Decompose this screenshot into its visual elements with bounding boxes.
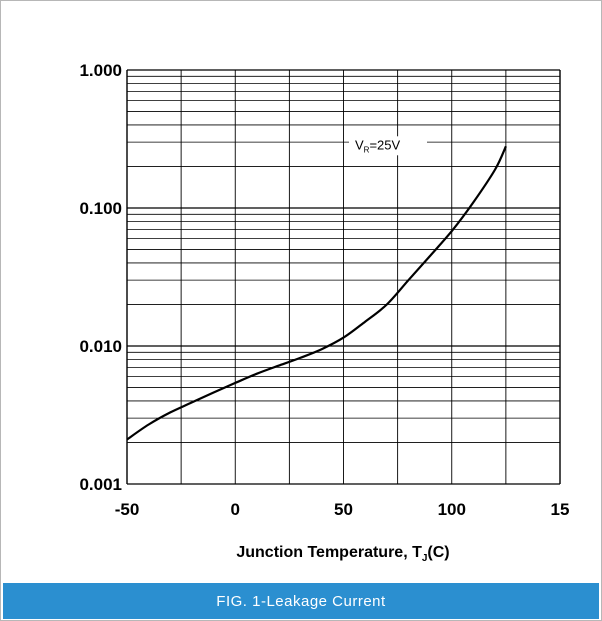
x-tick-label: 100: [438, 500, 466, 519]
annotation-suffix: =25V: [369, 137, 400, 152]
y-tick-label: 0.100: [79, 199, 122, 218]
annotation-subscript: R: [364, 145, 370, 154]
annotation-background: [349, 136, 427, 156]
annotation-main: V: [355, 137, 364, 152]
x-tick-label: 15: [551, 500, 570, 519]
chart-area: 1.000 0.100 0.010 0.001 -50 0 50 100 15 VR=25V …: [79, 61, 570, 564]
x-label-suffix: (C): [427, 544, 449, 561]
x-label-main: Junction Temperature, T: [236, 544, 422, 561]
y-tick-label: 0.010: [79, 337, 122, 356]
x-label-subscript: J: [422, 553, 428, 564]
x-tick-label: 50: [334, 500, 353, 519]
y-tick-labels: 1.000 0.100 0.010 0.001: [79, 61, 122, 494]
y-tick-label: 0.001: [79, 475, 122, 494]
chart-grid: [126, 69, 561, 485]
figure-caption: FIG. 1-Leakage Current: [3, 583, 599, 619]
leakage-curve: [126, 145, 507, 441]
series-annotation: VR=25V: [355, 137, 401, 154]
x-axis-label: Junction Temperature, TJ(C): [236, 544, 449, 564]
x-tick-labels: -50 0 50 100 15: [115, 500, 570, 519]
x-tick-label: 0: [231, 500, 240, 519]
x-tick-label: -50: [115, 500, 140, 519]
y-tick-label: 1.000: [79, 61, 122, 80]
